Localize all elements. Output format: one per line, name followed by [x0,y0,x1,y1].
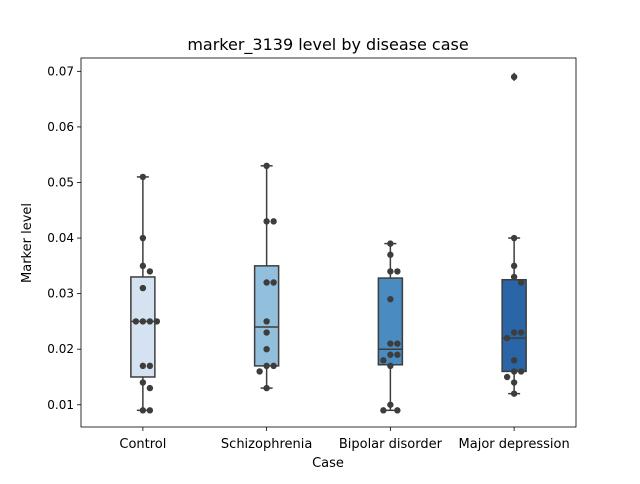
data-point [146,407,154,414]
data-point [387,251,394,258]
data-point [263,362,270,370]
data-point [394,340,401,347]
data-point [387,401,394,408]
data-point [263,345,270,353]
data-point [510,262,518,270]
data-point [270,218,277,225]
data-point [263,218,270,225]
x-tick-label: Major depression [459,437,570,452]
data-point [139,173,147,181]
data-point [139,362,147,370]
data-point [394,407,401,414]
data-point [510,234,518,242]
y-tick-label: 0.02 [47,342,74,356]
data-point [139,318,147,325]
data-point [146,268,154,275]
x-tick-label: Control [119,437,166,452]
data-point [510,357,518,364]
data-point [139,262,147,270]
data-point [263,329,270,336]
data-point [510,379,518,386]
data-point [387,362,394,370]
data-point [263,384,270,392]
data-point [380,407,387,414]
plot-frame [80,57,577,428]
data-point [270,279,277,286]
data-point [394,268,401,275]
x-tick-label: Bipolar disorder [339,437,443,452]
data-point [256,368,263,375]
data-point [517,329,525,336]
data-point [387,240,394,247]
x-tick-label: Schizophrenia [221,437,312,452]
data-point [387,268,394,275]
box-control [130,276,156,378]
y-axis-label: Marker level [20,203,35,283]
y-tick-label: 0.06 [47,120,74,134]
y-tick-label: 0.03 [47,287,74,301]
chart-title: marker_3139 level by disease case [187,35,468,55]
data-point [139,407,147,414]
data-point [146,362,154,370]
data-point [146,318,154,325]
data-point [503,373,511,381]
data-point [510,368,518,375]
data-point [510,390,518,397]
data-point [146,384,154,392]
data-point [517,279,525,286]
y-tick-label: 0.07 [47,64,74,78]
data-point [510,73,518,81]
data-point [517,368,525,375]
data-point [387,295,394,303]
data-point [270,362,277,370]
plot-area: 0.01 0.02 0.03 0.04 0.05 0.06 0.07 Control Schiz… [47,57,577,452]
data-point [387,340,394,347]
data-point [263,162,270,170]
data-point [139,234,147,242]
y-tick-label: 0.05 [47,175,74,189]
data-point [510,273,518,281]
x-axis-label: Case [312,456,344,471]
data-point [139,284,147,292]
data-point [263,318,270,325]
data-point [139,379,147,386]
y-tick-label: 0.01 [47,398,74,412]
data-point [153,318,161,325]
data-point [263,279,270,286]
data-point [510,329,518,336]
data-point [380,357,387,364]
data-point [387,351,394,358]
data-point [503,334,511,342]
y-tick-label: 0.04 [47,231,74,245]
data-point [132,318,140,325]
data-point [394,351,401,358]
